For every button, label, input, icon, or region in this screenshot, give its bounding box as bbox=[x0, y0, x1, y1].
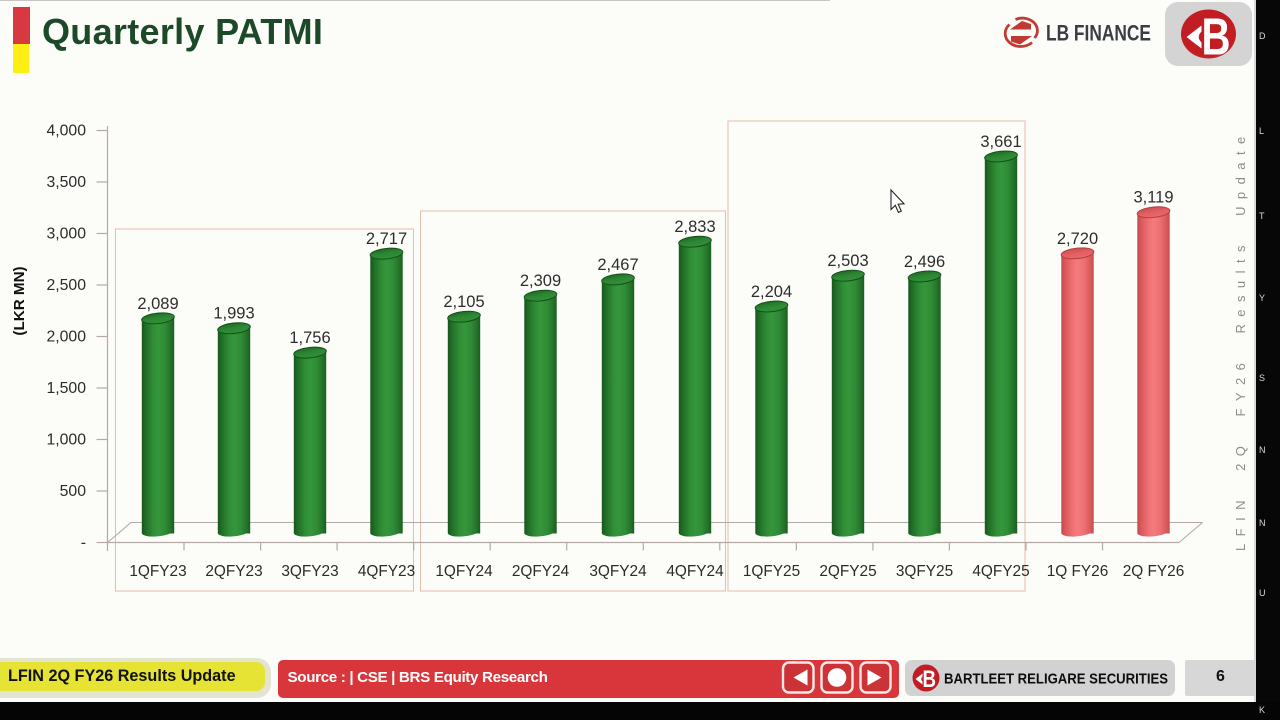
svg-text:2,496: 2,496 bbox=[904, 253, 945, 271]
svg-text:1QFY25: 1QFY25 bbox=[743, 563, 800, 580]
svg-text:1QFY23: 1QFY23 bbox=[129, 563, 186, 580]
svg-text:(LKR MN): (LKR MN) bbox=[11, 266, 28, 335]
svg-text:4QFY24: 4QFY24 bbox=[666, 563, 724, 580]
svg-text:2,720: 2,720 bbox=[1057, 230, 1098, 248]
svg-text:2,717: 2,717 bbox=[366, 230, 407, 248]
svg-text:3,000: 3,000 bbox=[46, 226, 86, 243]
svg-text:2,204: 2,204 bbox=[751, 283, 792, 301]
svg-text:500: 500 bbox=[60, 483, 87, 500]
svg-text:3QFY24: 3QFY24 bbox=[589, 563, 647, 580]
svg-text:3,500: 3,500 bbox=[46, 174, 86, 191]
svg-text:1,756: 1,756 bbox=[289, 329, 330, 347]
svg-text:4QFY25: 4QFY25 bbox=[972, 563, 1029, 580]
svg-text:2,833: 2,833 bbox=[674, 218, 715, 236]
svg-text:3QFY25: 3QFY25 bbox=[896, 563, 953, 580]
svg-text:1,000: 1,000 bbox=[46, 432, 86, 449]
svg-text:2QFY23: 2QFY23 bbox=[205, 563, 262, 580]
svg-text:3,119: 3,119 bbox=[1133, 189, 1173, 207]
svg-text:1,993: 1,993 bbox=[213, 305, 254, 323]
svg-text:2,105: 2,105 bbox=[443, 293, 484, 311]
svg-text:1Q FY26: 1Q FY26 bbox=[1047, 563, 1109, 580]
svg-text:2,503: 2,503 bbox=[827, 252, 868, 270]
svg-text:2Q FY26: 2Q FY26 bbox=[1123, 563, 1185, 580]
svg-text:3,661: 3,661 bbox=[980, 133, 1021, 151]
svg-text:1QFY24: 1QFY24 bbox=[435, 563, 493, 580]
svg-text:2,000: 2,000 bbox=[46, 329, 86, 346]
svg-text:3QFY23: 3QFY23 bbox=[281, 563, 338, 580]
svg-text:1,500: 1,500 bbox=[46, 380, 86, 397]
svg-text:2,309: 2,309 bbox=[520, 272, 561, 290]
svg-text:-: - bbox=[81, 535, 86, 552]
svg-text:B: B bbox=[923, 666, 937, 693]
svg-text:2,467: 2,467 bbox=[597, 256, 638, 274]
svg-text:2,089: 2,089 bbox=[137, 295, 178, 313]
svg-text:2QFY24: 2QFY24 bbox=[512, 563, 570, 580]
svg-text:LB FINANCE: LB FINANCE bbox=[1046, 21, 1151, 46]
svg-text:4,000: 4,000 bbox=[46, 123, 86, 140]
svg-text:2QFY25: 2QFY25 bbox=[819, 563, 876, 580]
svg-text:BARTLEET RELIGARE SECURITIES: BARTLEET RELIGARE SECURITIES bbox=[944, 671, 1168, 688]
svg-text:2,500: 2,500 bbox=[46, 277, 86, 294]
svg-text:4QFY23: 4QFY23 bbox=[358, 563, 415, 580]
svg-text:B: B bbox=[1202, 8, 1231, 66]
